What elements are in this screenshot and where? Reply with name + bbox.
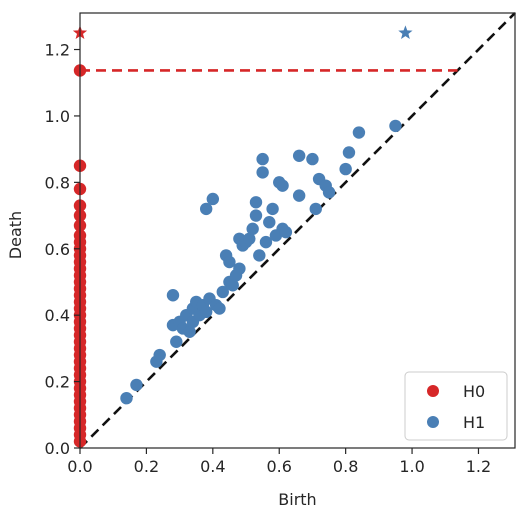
point-h1-4 <box>166 289 180 302</box>
point-h1-49 <box>306 152 319 166</box>
x-tick-label: 1.2 <box>466 457 491 476</box>
point-h1-33 <box>246 222 259 236</box>
point-h1-39 <box>259 235 273 249</box>
point-h1-34 <box>249 209 263 222</box>
legend-label-h1: H1 <box>463 413 485 432</box>
point-h1-48 <box>292 189 306 202</box>
y-tick-label: 0.8 <box>45 173 70 192</box>
point-h1-19 <box>206 192 220 206</box>
plot-frame <box>79 12 516 449</box>
point-h1-56 <box>352 126 366 139</box>
infinite-point-h1-0 <box>398 25 413 39</box>
x-tick-label: 1.0 <box>399 457 424 476</box>
x-tick-label: 0.4 <box>200 457 225 476</box>
point-h1-24 <box>223 255 236 269</box>
point-h1-47 <box>292 149 306 162</box>
point-h1-1 <box>130 378 143 392</box>
point-h1-50 <box>309 202 322 216</box>
point-h1-10 <box>183 325 196 338</box>
point-h1-57 <box>389 119 402 133</box>
point-h1-37 <box>256 152 269 166</box>
point-h1-22 <box>216 285 229 299</box>
point-h1-6 <box>170 335 183 348</box>
diagonal-line <box>79 12 516 449</box>
reference-lines <box>79 12 516 449</box>
legend: H0 H1 <box>404 371 508 441</box>
legend-marker-h1 <box>427 416 439 428</box>
y-tick-label: 0.2 <box>45 373 70 392</box>
x-tick-label: 0.8 <box>333 457 358 476</box>
point-h1-40 <box>263 215 276 229</box>
y-tick-label: 0.0 <box>45 439 70 458</box>
y-tick-label: 0.4 <box>45 306 70 325</box>
point-h1-21 <box>213 302 226 315</box>
point-h1-32 <box>243 232 256 246</box>
y-tick-label: 1.2 <box>45 41 70 60</box>
x-tick-label: 0.0 <box>67 457 92 476</box>
axes: 0.00.0 0.2 0.2 0.4 0.4 0.6 0.6 0.8 0.8 1.0 1.0 1.2 1… <box>45 41 492 476</box>
y-tick-label: 1.0 <box>45 107 70 126</box>
point-h1-26 <box>226 279 239 292</box>
point-h1-16 <box>199 305 213 319</box>
point-h1-0 <box>120 391 133 405</box>
legend-marker-h0 <box>427 385 439 397</box>
point-h1-45 <box>276 179 289 192</box>
point-h1-38 <box>256 166 269 179</box>
point-h1-46 <box>279 225 293 239</box>
point-h1-36 <box>253 249 266 262</box>
point-h1-55 <box>342 146 356 159</box>
point-h1-41 <box>266 202 279 216</box>
point-h1-17 <box>199 202 213 216</box>
x-axis-label: Birth <box>278 490 316 509</box>
point-h1-3 <box>153 348 166 362</box>
legend-frame <box>404 371 508 441</box>
point-h1-29 <box>233 262 246 275</box>
x-tick-label: 0.6 <box>267 457 292 476</box>
legend-label-h0: H0 <box>463 382 485 401</box>
point-h1-54 <box>339 162 352 176</box>
x-tick-label: 0.2 <box>134 457 159 476</box>
y-axis-label: Death <box>6 211 25 259</box>
point-h1-53 <box>322 186 336 199</box>
y-tick-label: 0.6 <box>45 240 70 259</box>
point-h1-35 <box>249 196 263 209</box>
